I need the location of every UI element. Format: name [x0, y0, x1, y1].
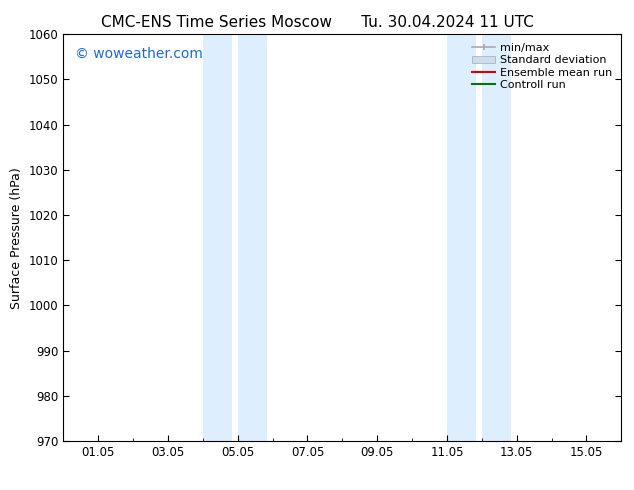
Legend: min/max, Standard deviation, Ensemble mean run, Controll run: min/max, Standard deviation, Ensemble me… [469, 40, 616, 93]
Text: CMC-ENS Time Series Moscow      Tu. 30.04.2024 11 UTC: CMC-ENS Time Series Moscow Tu. 30.04.202… [101, 15, 533, 30]
Text: © woweather.com: © woweather.com [75, 47, 202, 60]
Y-axis label: Surface Pressure (hPa): Surface Pressure (hPa) [10, 167, 23, 309]
Bar [203, 34, 232, 441]
Bar [238, 34, 267, 441]
Bar [482, 34, 511, 441]
Bar [447, 34, 476, 441]
